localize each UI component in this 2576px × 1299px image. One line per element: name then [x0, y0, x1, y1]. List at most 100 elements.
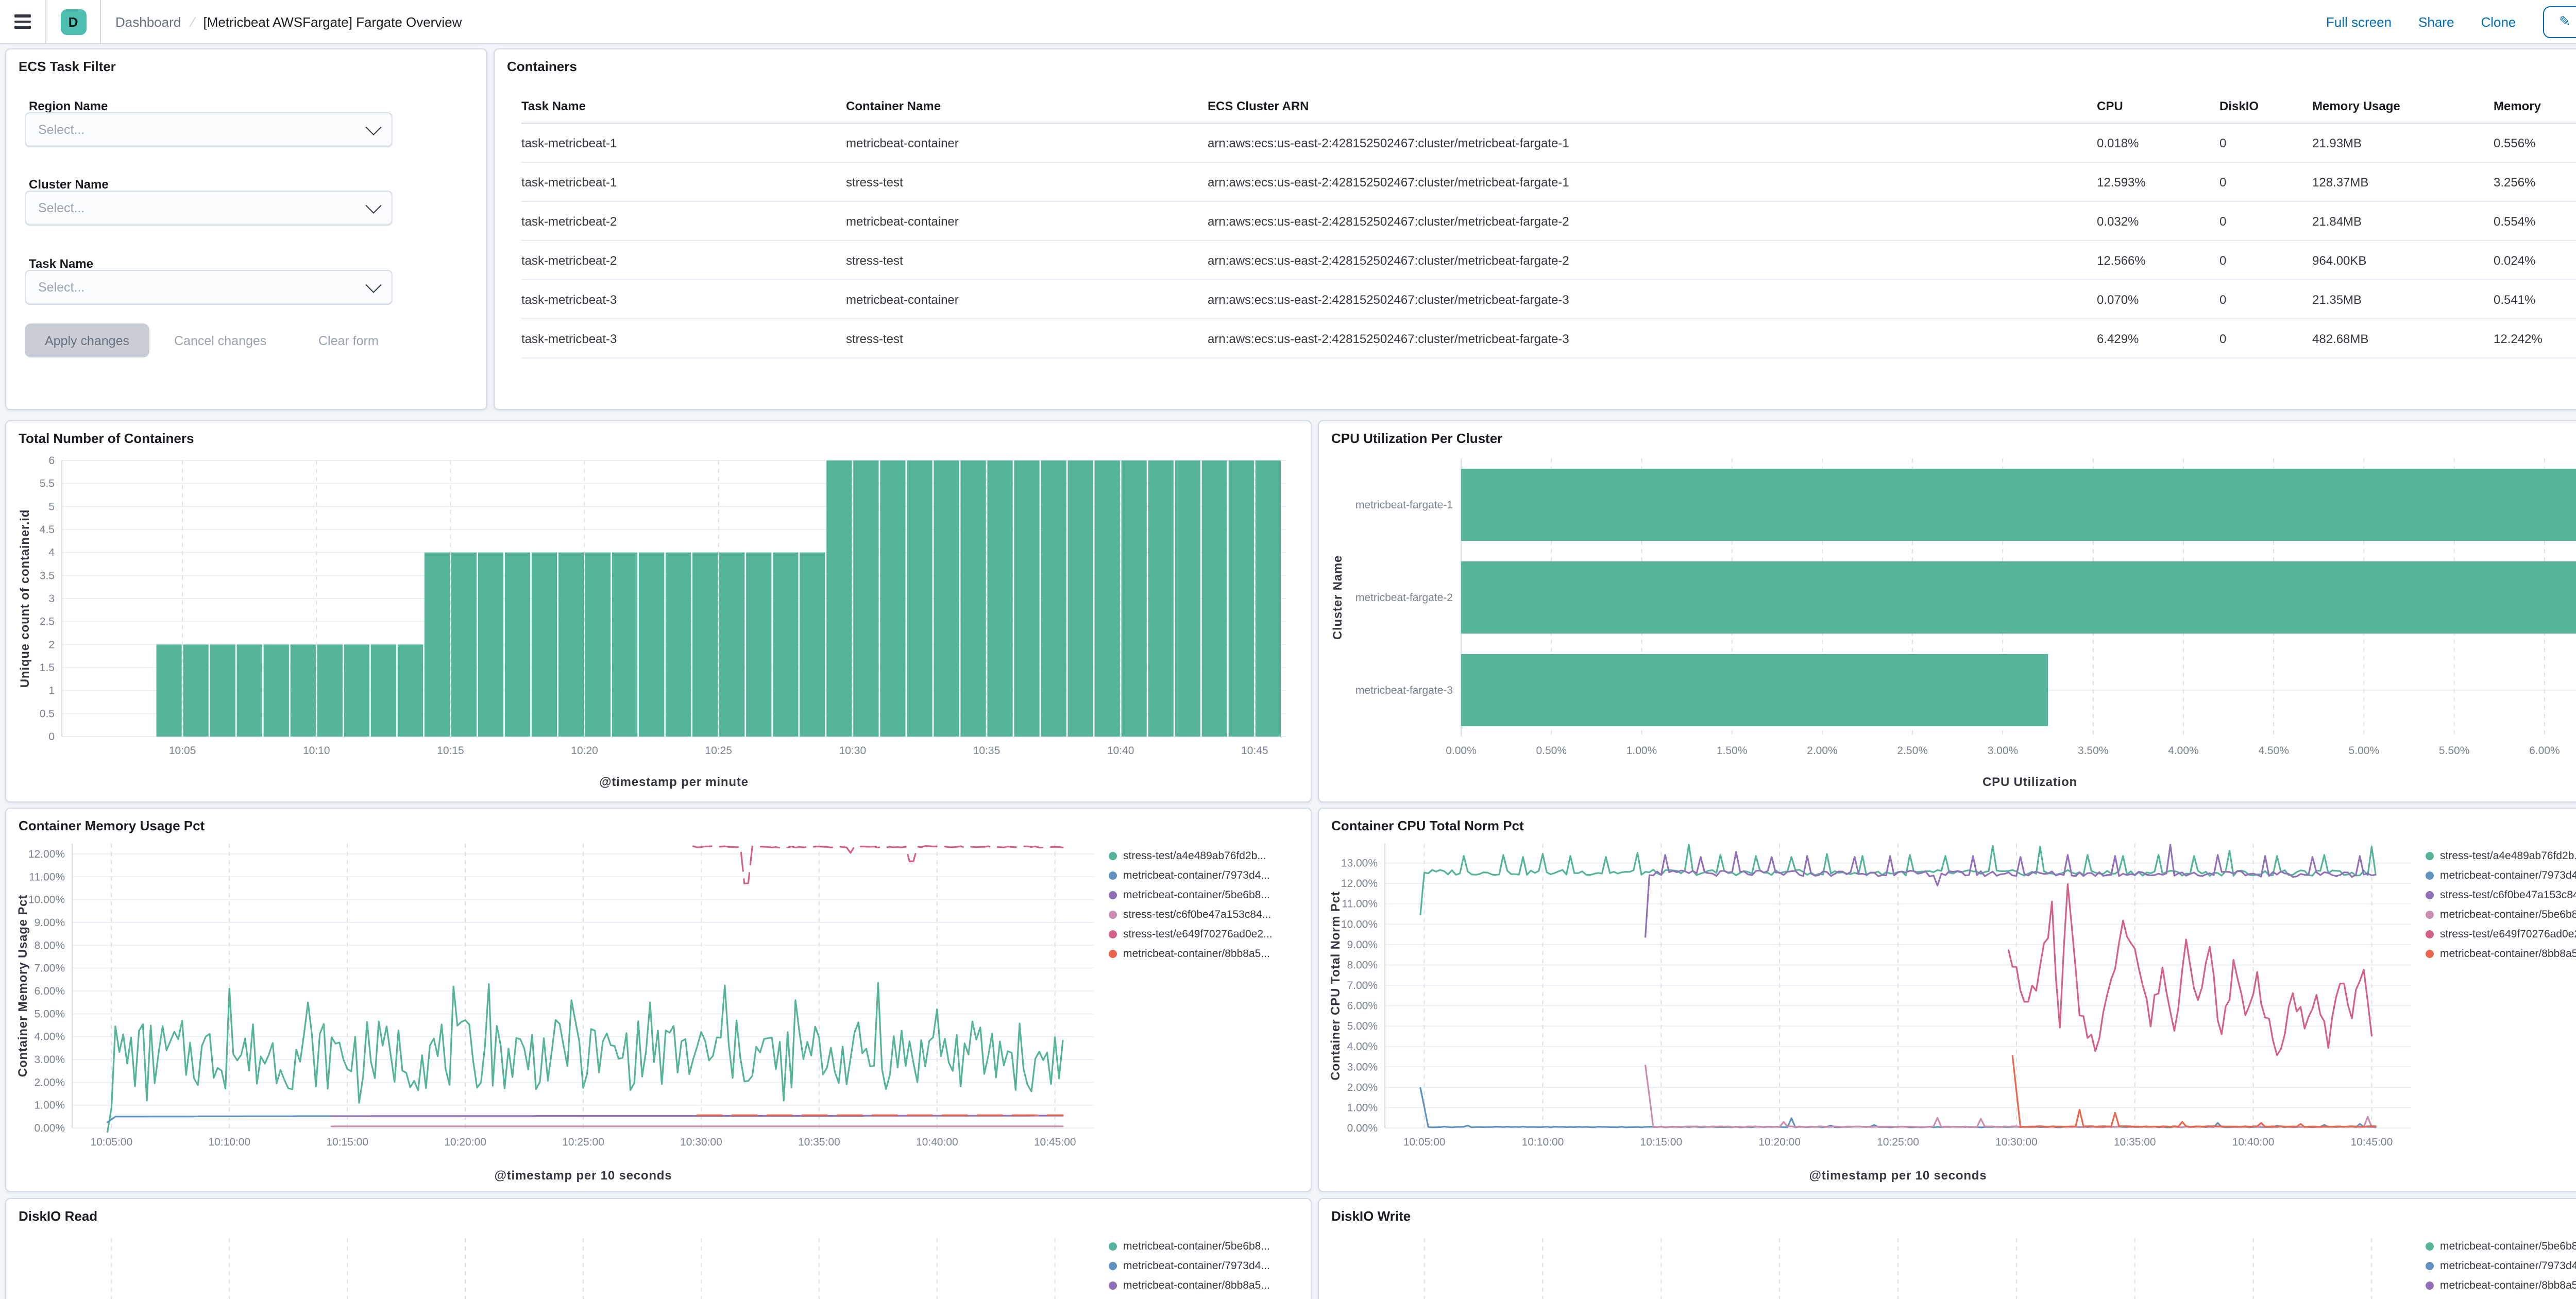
svg-text:10:35:00: 10:35:00	[2114, 1136, 2156, 1148]
svg-text:3.00%: 3.00%	[1988, 745, 2019, 757]
legend-item[interactable]: metricbeat-container/5be6b8...	[1109, 889, 1302, 901]
svg-text:11.00%: 11.00%	[1342, 898, 1378, 910]
svg-text:2.50%: 2.50%	[1897, 745, 1928, 757]
apply-changes-button[interactable]: Apply changes	[25, 323, 149, 357]
full-screen-link[interactable]: Full screen	[2326, 14, 2392, 29]
legend-item[interactable]: stress-test/e649f70276ad0e2...	[2426, 928, 2576, 941]
svg-text:8.00%: 8.00%	[34, 939, 65, 951]
legend-item[interactable]: metricbeat-container/8bb8a5...	[1109, 1279, 1302, 1292]
legend-item[interactable]: stress-test/c6f0be47a153c84...	[2426, 889, 2576, 901]
panel-title: DiskIO Read	[19, 1208, 98, 1224]
menu-icon[interactable]	[0, 0, 46, 43]
svg-text:11.00%: 11.00%	[29, 871, 65, 883]
svg-text:0.00%: 0.00%	[1446, 745, 1477, 757]
legend-item[interactable]: stress-test/a4e489ab76fd2b...	[1109, 850, 1302, 862]
clone-link[interactable]: Clone	[2481, 14, 2516, 29]
legend-dot-icon	[2426, 950, 2434, 958]
dashboard-app-icon: D	[60, 9, 86, 35]
svg-text:10:35: 10:35	[973, 745, 1001, 757]
legend-item[interactable]: stress-test/a4e489ab76fd2b...	[2426, 850, 2576, 862]
legend-item[interactable]: stress-test/c6f0be47a153c84...	[1109, 909, 1302, 921]
cluster-name-select[interactable]: Select...	[25, 191, 393, 226]
legend-item[interactable]: metricbeat-container/7973d4...	[2426, 1260, 2576, 1272]
legend-item[interactable]: metricbeat-container/5be6b8...	[2426, 909, 2576, 921]
total-containers-chart[interactable]: 0 0.5 1 1.5 2 2.5 3 3.5 4 4.5 5 5.5 6 10:05 10:10 10:15…	[14, 448, 1302, 794]
chart-legend: stress-test/a4e489ab76fd2b... metricbeat-…	[2426, 850, 2576, 967]
svg-text:13.00%: 13.00%	[1341, 858, 1378, 869]
svg-text:10:45:00: 10:45:00	[2351, 1136, 2393, 1148]
svg-text:10:15:00: 10:15:00	[326, 1136, 368, 1148]
svg-text:3.5: 3.5	[40, 570, 55, 582]
diskio-write-panel: DiskIO Write metricbeat-container/5be6b8…	[1318, 1198, 2576, 1299]
svg-text:10:45:00: 10:45:00	[1034, 1136, 1076, 1148]
legend-item[interactable]: metricbeat-container/8bb8a5...	[2426, 1279, 2576, 1292]
svg-text:4.00%: 4.00%	[1347, 1041, 1378, 1053]
legend-item[interactable]: metricbeat-container/5be6b8...	[1109, 1240, 1302, 1253]
svg-text:6: 6	[48, 455, 55, 467]
legend-item[interactable]: stress-test/e649f70276ad0e2...	[1109, 928, 1302, 941]
svg-text:Container Memory Usage Pct: Container Memory Usage Pct	[16, 895, 30, 1077]
region-name-select[interactable]: Select...	[25, 112, 393, 147]
containers-panel: Containers Task Name Container Name ECS Cl…	[494, 48, 2576, 410]
table-row: task-metricbeat-1 stress-test arn:aws:ecs:…	[521, 162, 2576, 202]
cpu-per-cluster-chart[interactable]: 0.00% 0.50% 1.00% 1.50% 2.00% 2.50% 3.00% 3.50%…	[1327, 448, 2576, 794]
column-header: Task Name	[521, 91, 846, 124]
svg-text:2.5: 2.5	[40, 616, 55, 628]
legend-dot-icon	[2426, 930, 2434, 938]
share-link[interactable]: Share	[2418, 14, 2454, 29]
cpu-norm-panel: Container CPU Total Norm Pct 0.00% 1.00% 2…	[1318, 808, 2576, 1192]
edit-button[interactable]: ✎ Edit	[2543, 6, 2576, 38]
app-badge-wrap: D	[46, 0, 101, 43]
region-name-label: Region Name	[29, 99, 108, 113]
panel-title: Container Memory Usage Pct	[19, 818, 205, 833]
svg-text:10:15: 10:15	[437, 745, 464, 757]
clear-form-button[interactable]: Clear form	[312, 323, 385, 357]
table-row: task-metricbeat-1 metricbeat-container arn…	[521, 123, 2576, 163]
svg-text:9.00%: 9.00%	[34, 917, 65, 929]
svg-text:4.00%: 4.00%	[34, 1031, 65, 1043]
cancel-changes-button[interactable]: Cancel changes	[168, 323, 273, 357]
svg-text:10:15:00: 10:15:00	[1640, 1136, 1682, 1148]
svg-text:5.5: 5.5	[40, 478, 55, 490]
diskio-read-panel: DiskIO Read metricbeat-container/5be6b8.…	[5, 1198, 1312, 1299]
svg-text:Cluster Name: Cluster Name	[1331, 555, 1345, 640]
svg-text:12.00%: 12.00%	[28, 848, 65, 860]
table-row: task-metricbeat-2 metricbeat-container arn…	[521, 201, 2576, 241]
svg-text:10:35:00: 10:35:00	[798, 1136, 840, 1148]
svg-text:1.5: 1.5	[40, 662, 55, 674]
svg-text:1.50%: 1.50%	[1717, 745, 1748, 757]
svg-text:1.00%: 1.00%	[1347, 1102, 1378, 1114]
memory-usage-panel: Container Memory Usage Pct 0.00% 1.00% 2.0…	[5, 808, 1312, 1192]
column-header: Memory Usage	[2312, 91, 2494, 124]
memory-usage-chart[interactable]: 0.00% 1.00% 2.00% 3.00% 4.00% 5.00% 6.00% 7.00%…	[14, 833, 1103, 1188]
breadcrumb-dashboard[interactable]: Dashboard	[115, 14, 181, 29]
svg-text:4: 4	[48, 547, 55, 559]
svg-text:5.00%: 5.00%	[2349, 745, 2380, 757]
chevron-down-icon	[365, 197, 382, 213]
svg-text:Container CPU Total Norm Pct: Container CPU Total Norm Pct	[1329, 891, 1343, 1080]
legend-item[interactable]: metricbeat-container/7973d4...	[2426, 869, 2576, 882]
svg-text:10:20:00: 10:20:00	[444, 1136, 486, 1148]
svg-text:6.00%: 6.00%	[2529, 745, 2560, 757]
legend-item[interactable]: metricbeat-container/5be6b8...	[2426, 1240, 2576, 1253]
svg-text:7.00%: 7.00%	[34, 963, 65, 975]
svg-text:10:25: 10:25	[705, 745, 732, 757]
diskio-read-chart[interactable]	[14, 1224, 1103, 1299]
task-name-select[interactable]: Select...	[25, 270, 393, 305]
svg-text:10:30: 10:30	[839, 745, 867, 757]
legend-item[interactable]: metricbeat-container/8bb8a5...	[2426, 948, 2576, 960]
svg-text:10:10:00: 10:10:00	[208, 1136, 250, 1148]
svg-text:10:30:00: 10:30:00	[680, 1136, 722, 1148]
chevron-down-icon	[365, 118, 382, 135]
svg-text:@timestamp per 10 seconds: @timestamp per 10 seconds	[495, 1169, 672, 1183]
cpu-norm-chart[interactable]: 0.00% 1.00% 2.00% 3.00% 4.00% 5.00% 6.00% 7.00%…	[1327, 833, 2419, 1188]
legend-item[interactable]: metricbeat-container/7973d4...	[1109, 869, 1302, 882]
svg-text:0.50%: 0.50%	[1536, 745, 1567, 757]
legend-dot-icon	[1109, 911, 1117, 919]
legend-item[interactable]: metricbeat-container/7973d4...	[1109, 1260, 1302, 1272]
diskio-write-chart[interactable]	[1327, 1224, 2419, 1299]
svg-text:2.00%: 2.00%	[34, 1076, 65, 1088]
legend-item[interactable]: metricbeat-container/8bb8a5...	[1109, 948, 1302, 960]
svg-text:4.50%: 4.50%	[2258, 745, 2289, 757]
